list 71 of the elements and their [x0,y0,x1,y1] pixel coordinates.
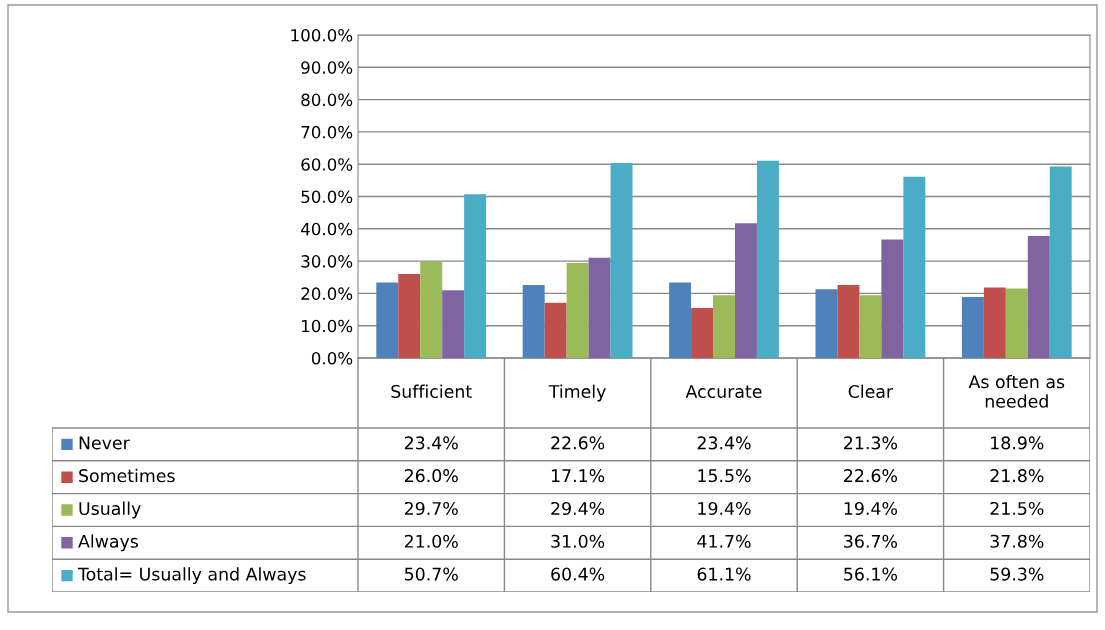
data-label: 23.4% [404,436,458,450]
data-label: 26.0% [404,469,458,483]
bar [1027,235,1050,358]
y-tick-label: 70.0% [301,125,353,139]
bar [756,160,779,358]
legend-label: Always [78,534,139,552]
data-label: 36.7% [844,534,898,548]
y-tick-label: 40.0% [301,222,353,236]
legend-label: Total= Usually and Always [77,567,306,584]
data-label: 37.8% [990,534,1044,548]
bar [464,194,487,358]
y-tick-label: 30.0% [301,255,353,268]
bar [669,282,692,358]
bar [859,295,882,358]
bar [522,285,545,358]
data-label: 19.4% [844,501,898,516]
bar [398,274,421,358]
data-label: 17.1% [551,469,605,483]
bar [815,289,838,358]
y-tick-label: 100.0% [291,28,353,42]
bar [691,307,714,358]
bar [420,262,443,358]
x-tick-label: Sufficient [391,384,472,399]
x-tick-label: Timely [548,384,606,402]
data-label: 60.4% [551,567,605,581]
y-tick-label: 50.0% [301,190,353,204]
y-tick-label: 0.0% [311,351,353,365]
data-label: 59.3% [990,567,1044,581]
y-tick-label: 80.0% [301,93,353,107]
x-tick-label: Accurate [685,385,762,399]
data-label: 21.8% [990,469,1044,483]
data-label: 29.7% [404,501,458,516]
bar [1005,288,1028,358]
bar [610,162,633,358]
y-tick-label: 20.0% [301,287,353,300]
bar [983,287,1006,358]
bar [588,257,611,358]
data-label: 21.0% [404,534,458,548]
bar [1049,166,1072,358]
data-label: 41.7% [697,534,751,548]
data-label: 23.4% [697,436,751,450]
bar [734,223,757,358]
legend-label: Never [79,436,130,450]
data-label: 19.4% [698,501,751,516]
data-label: 18.9% [991,436,1044,450]
bar [903,176,926,358]
x-tick-label: As often as needed [968,374,1065,408]
y-tick-label: 10.0% [302,319,353,333]
bar [566,263,589,358]
y-tick-label: 60.0% [301,158,353,171]
legend-label: Sometimes [79,468,175,483]
x-tick-label: Clear [848,384,894,399]
data-label: 21.3% [844,436,898,450]
bar [376,282,399,358]
data-label: 50.7% [404,567,458,581]
data-label: 29.4% [551,501,605,516]
data-label: 22.6% [844,469,898,483]
bar [961,296,984,358]
data-label: 31.0% [551,534,605,548]
bar [713,295,735,358]
bar [442,290,465,358]
data-label: 56.1% [844,567,898,581]
data-label: 22.6% [551,436,605,450]
bar [837,285,860,358]
data-label: 21.5% [990,501,1044,516]
bar [881,239,904,358]
bar [544,302,567,358]
data-label: 61.1% [697,567,751,581]
data-label: 15.5% [698,469,751,483]
y-tick-label: 90.0% [301,61,353,74]
legend-label: Usually [79,501,141,519]
